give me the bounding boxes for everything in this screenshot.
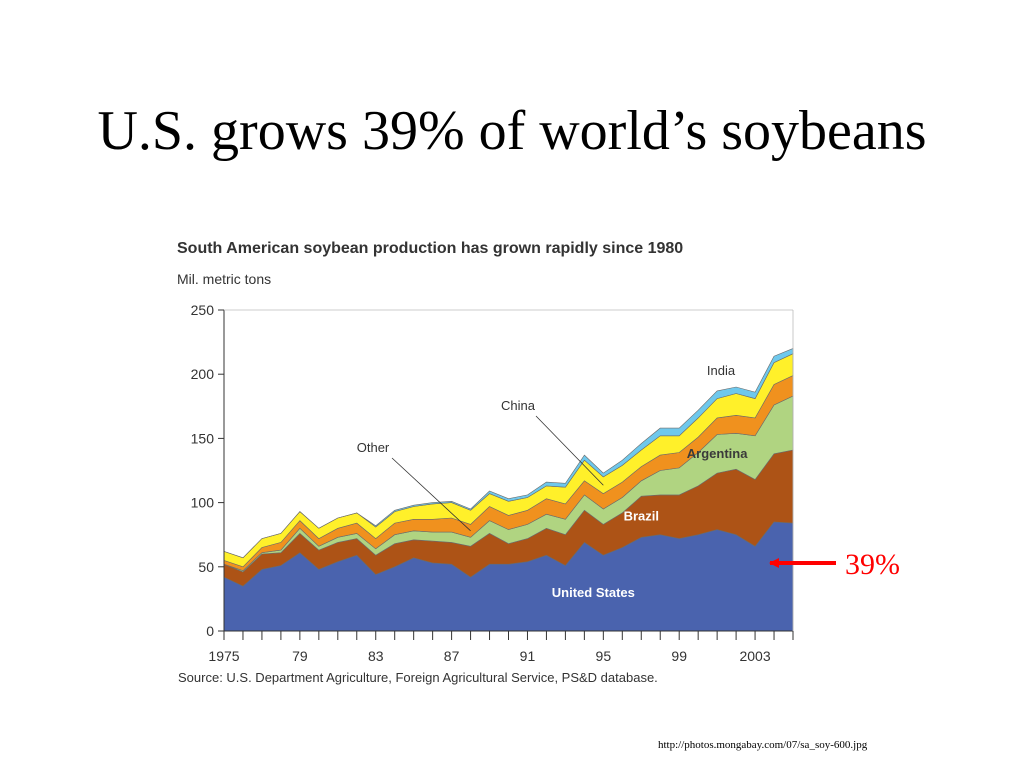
annotation-india: India [707, 363, 736, 378]
chart-source-note: Source: U.S. Department Agriculture, For… [178, 670, 658, 685]
series-label-united-states: United States [552, 585, 635, 600]
x-tick-label: 87 [444, 648, 460, 664]
callout-39-percent: 39% [845, 548, 900, 581]
annotation-leader-other [391, 457, 471, 532]
y-tick-label: 100 [191, 495, 215, 511]
x-tick-label: 91 [520, 648, 536, 664]
y-tick-label: 250 [191, 302, 215, 318]
chart-title: South American soybean production has gr… [177, 240, 684, 257]
y-axis-unit-label: Mil. metric tons [177, 271, 272, 287]
annotation-other: Other [357, 440, 390, 455]
y-tick-label: 150 [191, 430, 215, 446]
x-tick-label: 95 [596, 648, 612, 664]
y-tick-label: 50 [198, 559, 214, 575]
x-tick-label: 83 [368, 648, 384, 664]
series-labels: United States Brazil Argentina China Other In… [357, 363, 748, 600]
y-tick-label: 0 [206, 623, 214, 639]
x-tick-label: 99 [671, 648, 687, 664]
axes: 0 50 100 150 200 250 1975 79 83 87 91 95 99 2003 [191, 302, 794, 664]
image-source-url: http://photos.mongabay.com/07/sa_soy-600… [658, 739, 868, 751]
y-tick-label: 200 [191, 366, 215, 382]
annotation-china: China [501, 398, 536, 413]
x-tick-label: 79 [292, 648, 308, 664]
series-label-brazil: Brazil [624, 509, 659, 524]
x-tick-label: 2003 [739, 648, 770, 664]
area-layers [223, 348, 794, 632]
annotation-leader-china [535, 415, 604, 486]
x-tick-label: 1975 [208, 648, 239, 664]
series-label-argentina: Argentina [687, 446, 748, 461]
slide-title: U.S. grows 39% of world’s soybeans [97, 100, 927, 162]
